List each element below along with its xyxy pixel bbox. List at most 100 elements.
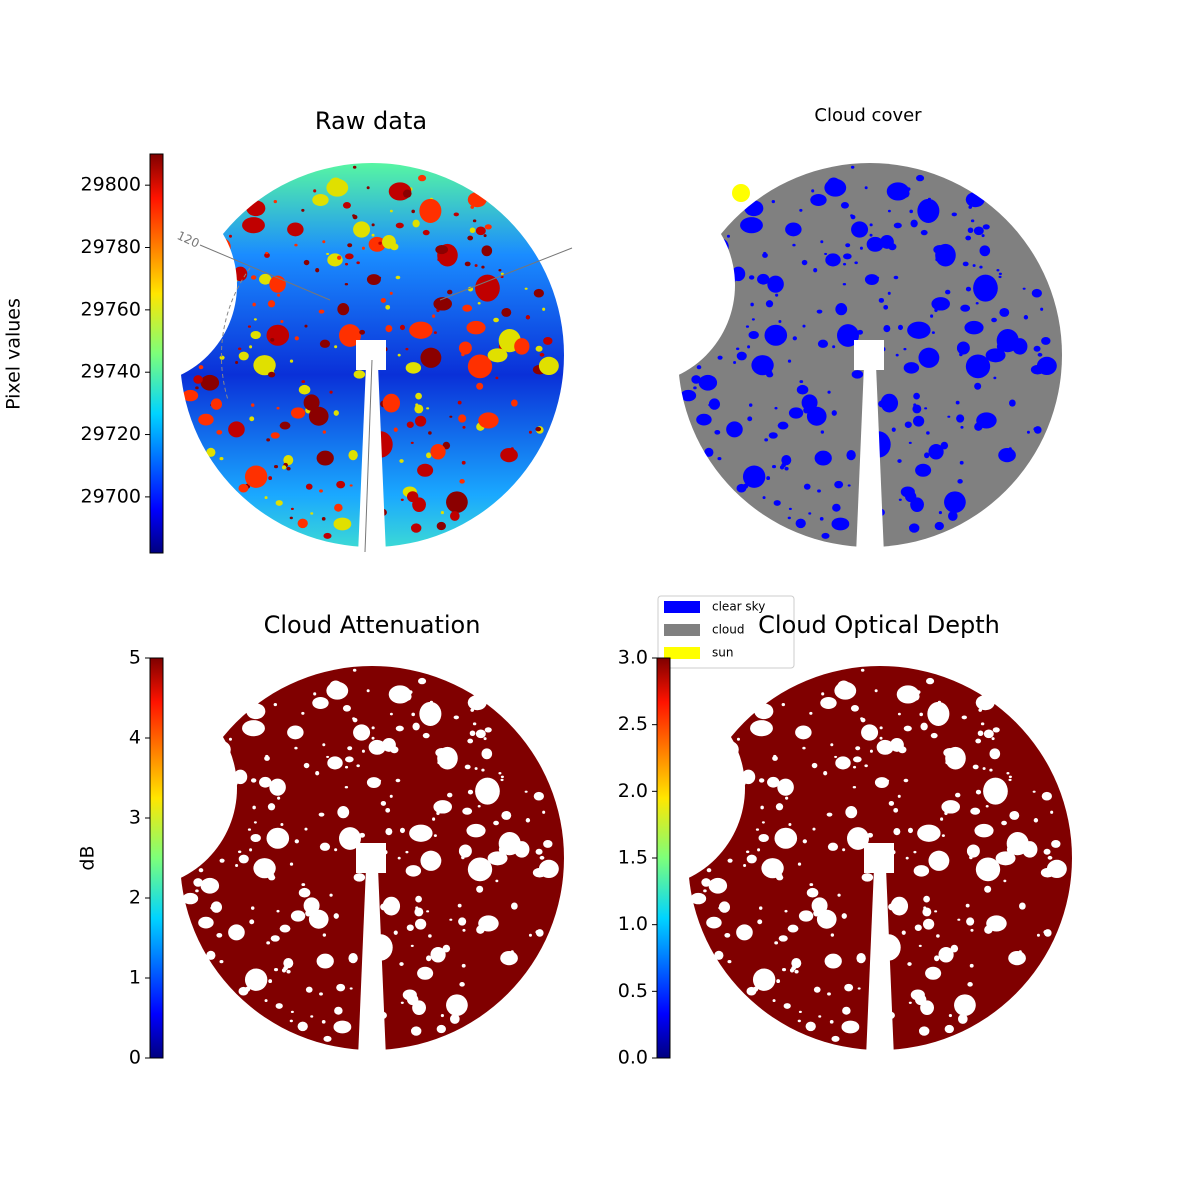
sky-blob (878, 297, 885, 303)
sky-blob (935, 257, 940, 262)
sky-blob (955, 792, 961, 798)
sky-blob (763, 251, 767, 255)
sky-blob (761, 821, 765, 824)
sky-blob (951, 212, 957, 217)
sky-blob (914, 924, 922, 931)
sky-blob (908, 1001, 912, 1004)
sky-blob (981, 234, 985, 238)
sky-blob (461, 460, 466, 465)
sky-blob (883, 304, 889, 310)
sky-blob (768, 432, 778, 439)
sky-blob (821, 532, 830, 539)
sky-blob (319, 992, 323, 996)
sky-blob (297, 1021, 308, 1032)
sky-blob (966, 917, 975, 926)
sky-blob (867, 416, 872, 421)
sky-blob (859, 246, 863, 250)
sky-blob (420, 850, 442, 871)
sky-blob (289, 862, 294, 866)
sky-blob (851, 221, 869, 238)
sky-blob (269, 778, 286, 796)
sky-blob (336, 480, 346, 489)
sky-blob (322, 240, 326, 244)
sky-blob (305, 986, 313, 993)
sky-blob (927, 701, 950, 726)
sky-blob (353, 873, 366, 882)
sky-blob (907, 321, 931, 339)
sky-blob (193, 375, 203, 384)
sky-blob (415, 895, 422, 903)
sky-blob (380, 297, 387, 303)
sky-image (670, 155, 1070, 555)
sky-blob (198, 365, 204, 370)
sky-blob (389, 794, 393, 798)
sky-blob (216, 932, 223, 938)
sky-blob (461, 352, 465, 357)
sky-blob (974, 823, 994, 838)
sky-blob (781, 454, 792, 466)
sky-blob (1008, 778, 1012, 782)
sky-blob (928, 443, 944, 460)
sky-blob (1022, 287, 1026, 290)
sky-blob (703, 889, 707, 893)
sky-blob (726, 234, 730, 238)
sky-blob (787, 359, 792, 363)
sky-blob (264, 755, 270, 761)
sky-blob (842, 1006, 851, 1015)
sky-blob (1036, 356, 1057, 376)
sky-blob (436, 521, 446, 531)
sky-blob (228, 234, 232, 238)
sky-blob (830, 743, 834, 747)
sky-blob (696, 822, 702, 828)
sky-blob (773, 500, 781, 506)
sky-blob (400, 1001, 404, 1004)
sky-blob (757, 848, 761, 852)
sky-blob (888, 800, 895, 806)
sky-blob (735, 347, 740, 351)
sky-blob (718, 901, 731, 913)
sky-blob (369, 416, 374, 421)
sky-blob (359, 832, 365, 838)
sky-blob (334, 503, 343, 512)
sky-blob (495, 376, 499, 380)
sky-blob (412, 497, 426, 512)
sky-blob (349, 484, 353, 487)
sky-blob (783, 1003, 791, 1009)
legend-label: sun (712, 646, 733, 660)
sky-blob (832, 503, 841, 512)
sky-blob (913, 392, 920, 400)
sky-blob (435, 244, 449, 255)
sky-blob (798, 910, 814, 922)
sky-blob (913, 415, 925, 427)
sky-blob (920, 229, 928, 236)
sky-blob (903, 725, 912, 732)
sky-blob (686, 319, 692, 325)
sky-blob (535, 848, 543, 855)
sky-blob (956, 414, 965, 423)
sky-blob (371, 726, 375, 730)
sky-blob (250, 834, 261, 843)
sky-blob (910, 497, 924, 512)
sky-blob (827, 390, 831, 394)
sky-blob (266, 941, 271, 945)
sky-blob (418, 174, 427, 182)
sky-blob (305, 483, 313, 490)
sky-blob (876, 934, 901, 961)
sky-blob (206, 447, 216, 457)
sky-blob (845, 243, 851, 248)
sky-blob (755, 828, 760, 831)
sky-blob (886, 744, 890, 748)
panel-title: Cloud Optical Depth (758, 611, 1000, 639)
sky-blob (751, 318, 755, 321)
sky-blob (960, 304, 971, 312)
sky-blob (917, 824, 941, 842)
sky-blob (399, 459, 404, 463)
sky-blob (382, 896, 401, 916)
sky-blob (337, 806, 350, 819)
sky-blob (323, 1035, 332, 1042)
sky-blob (538, 859, 559, 879)
sky-blob (336, 983, 346, 992)
sky-blob (198, 868, 204, 873)
sky-blob (764, 324, 788, 346)
colorbar-tick-label: 0.0 (618, 1047, 648, 1069)
